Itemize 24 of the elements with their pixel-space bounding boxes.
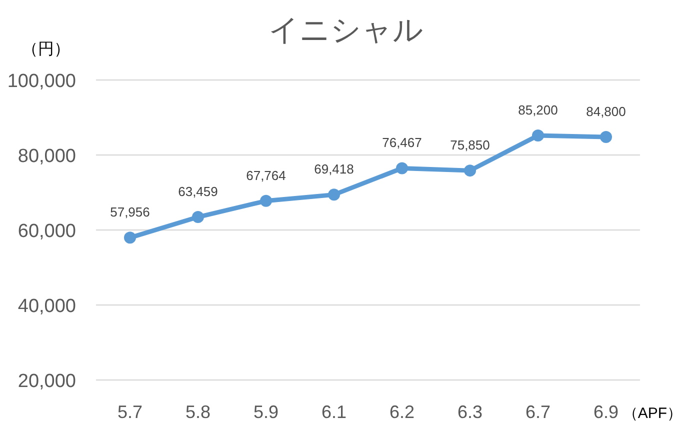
- data-label: 85,200: [518, 102, 558, 118]
- xtick: 5.8: [185, 402, 211, 422]
- data-label: 75,850: [450, 138, 490, 153]
- data-label: 63,459: [178, 184, 218, 200]
- data-label: 84,800: [586, 104, 626, 119]
- data-label: 67,764: [246, 168, 286, 183]
- xtick: 6.7: [525, 402, 551, 422]
- ytick: 60,000: [18, 221, 76, 242]
- xtick: 6.1: [321, 402, 347, 422]
- data-label: 57,956: [110, 204, 150, 220]
- xtick: 5.9: [253, 402, 279, 422]
- ytick: 80,000: [18, 146, 76, 167]
- xlabel: （APF）: [622, 405, 682, 422]
- data-label: 69,418: [314, 162, 354, 177]
- ytick: 40,000: [18, 296, 76, 317]
- xtick: 6.3: [457, 402, 483, 422]
- data-label: 76,467: [382, 135, 422, 150]
- title: イニシャル: [268, 14, 424, 47]
- ytick: 100,000: [7, 71, 76, 92]
- ylabel: （円）: [22, 41, 70, 58]
- xtick: 6.2: [389, 402, 415, 422]
- ytick: 20,000: [18, 371, 76, 392]
- xtick: 5.7: [117, 402, 143, 422]
- xtick: 6.9: [593, 402, 619, 422]
